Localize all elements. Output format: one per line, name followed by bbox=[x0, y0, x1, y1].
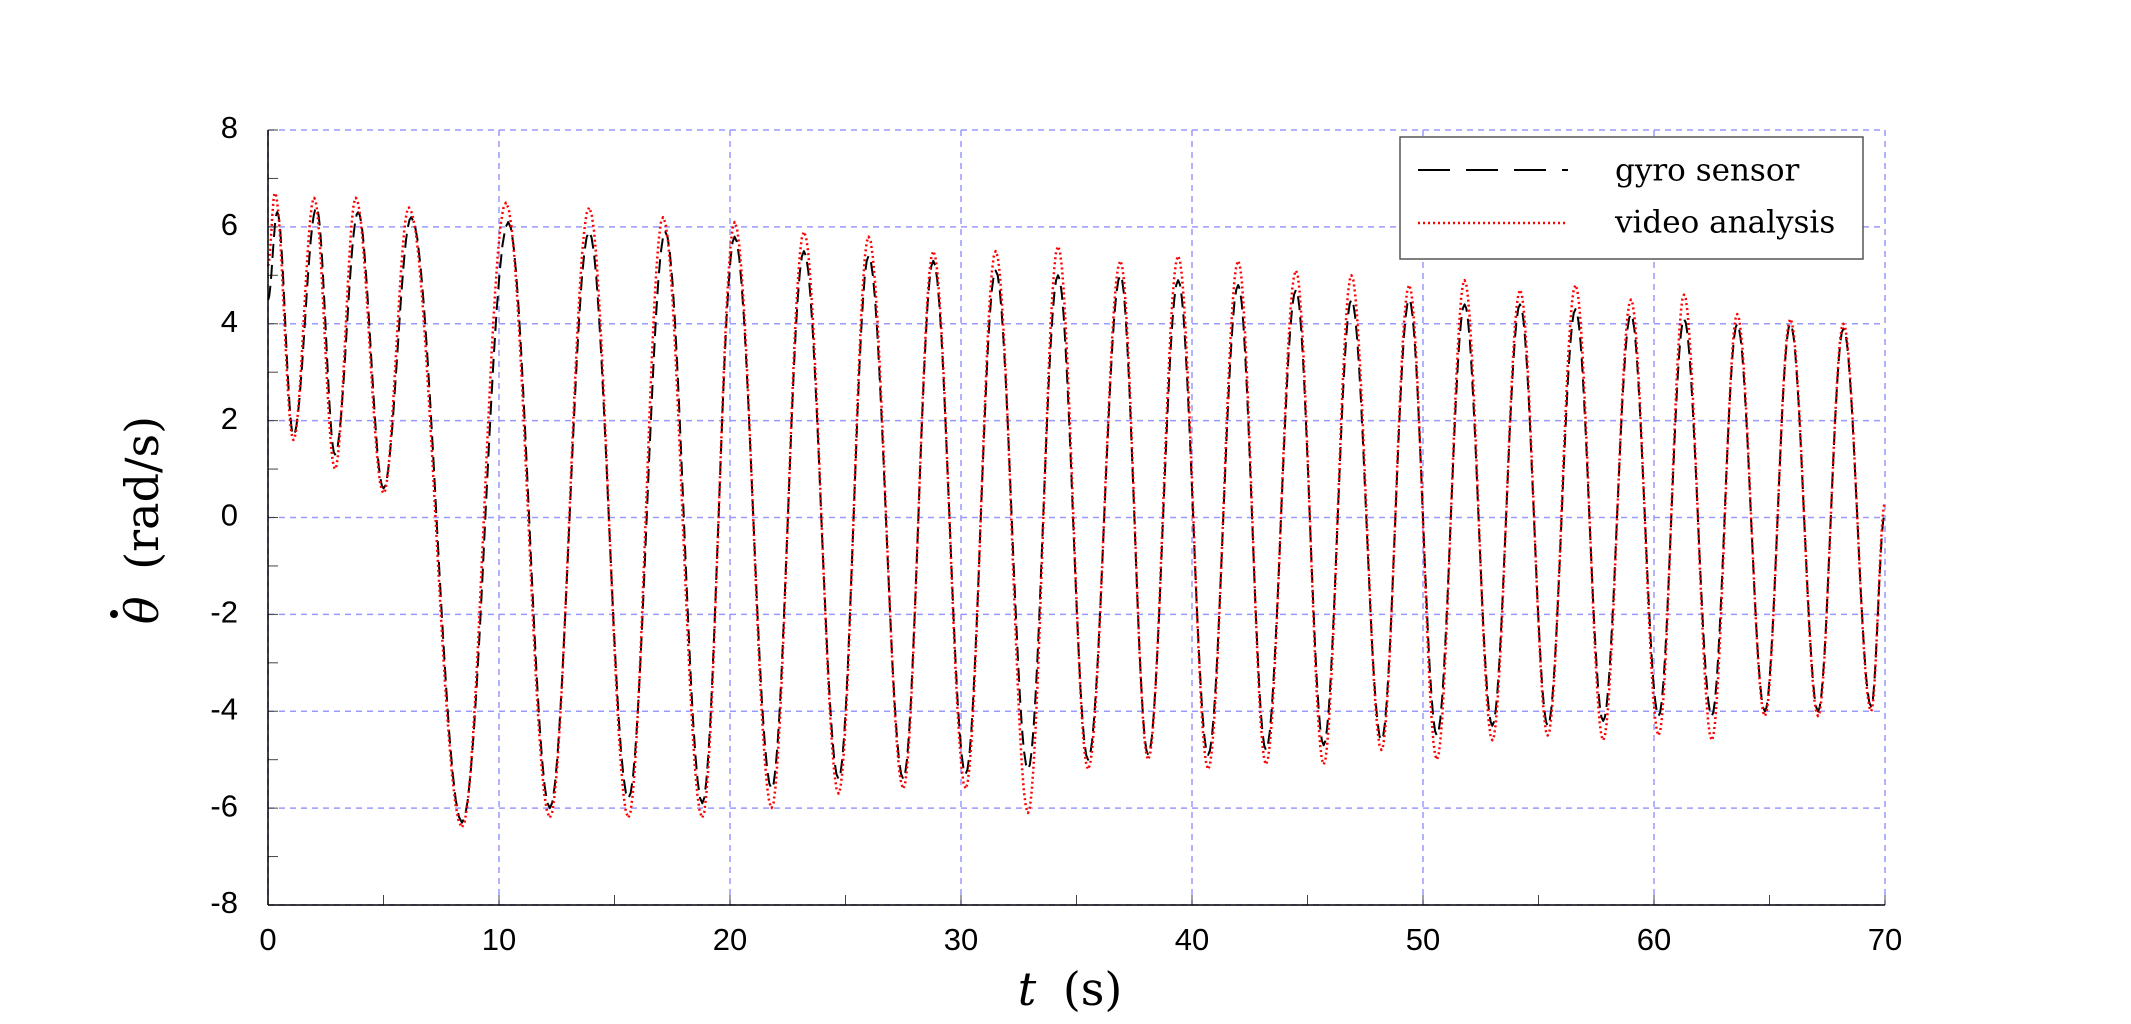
x-tick-label: 30 bbox=[944, 922, 978, 957]
legend: gyro sensor video analysis bbox=[1399, 136, 1864, 260]
y-tick-label: 8 bbox=[221, 110, 238, 145]
x-axis-var: t bbox=[1018, 962, 1037, 1016]
y-tick-label: 2 bbox=[221, 401, 238, 436]
y-axis-label: θ (rad/s) bbox=[110, 416, 169, 624]
y-tick-label: -2 bbox=[210, 595, 238, 630]
x-tick-label: 40 bbox=[1175, 922, 1209, 957]
x-tick-label: 0 bbox=[259, 922, 276, 957]
series-layer bbox=[266, 191, 1887, 829]
y-tick-labels: -8 -6 -4 -2 0 2 4 6 8 bbox=[210, 110, 238, 920]
y-tick-label: -6 bbox=[210, 788, 238, 823]
x-tick-label: 20 bbox=[713, 922, 747, 957]
x-tick-label: 60 bbox=[1637, 922, 1671, 957]
y-axis-unit: (rad/s) bbox=[115, 416, 169, 570]
x-axis-unit: (s) bbox=[1063, 962, 1123, 1016]
y-tick-label: -4 bbox=[210, 691, 238, 726]
svg-text:θ (rad/s): θ (rad/s) bbox=[115, 416, 169, 624]
x-axis-label: t (s) bbox=[1018, 962, 1123, 1016]
y-tick-label: -8 bbox=[210, 885, 238, 920]
y-axis-dot-accent bbox=[110, 610, 118, 618]
legend-label-gyro: gyro sensor bbox=[1615, 153, 1799, 189]
y-tick-label: 0 bbox=[221, 498, 238, 533]
legend-box bbox=[1399, 136, 1864, 260]
y-tick-label: 6 bbox=[221, 207, 238, 242]
y-axis-var: θ bbox=[115, 596, 169, 624]
x-tick-labels: 0 10 20 30 40 50 60 70 bbox=[259, 922, 1902, 957]
x-tick-label: 50 bbox=[1406, 922, 1440, 957]
legend-label-video: video analysis bbox=[1614, 205, 1835, 241]
minor-ticks bbox=[267, 129, 1886, 906]
x-tick-label: 10 bbox=[482, 922, 516, 957]
y-tick-label: 4 bbox=[221, 304, 238, 339]
series-line-video-analysis bbox=[266, 191, 1887, 829]
x-tick-label: 70 bbox=[1868, 922, 1902, 957]
